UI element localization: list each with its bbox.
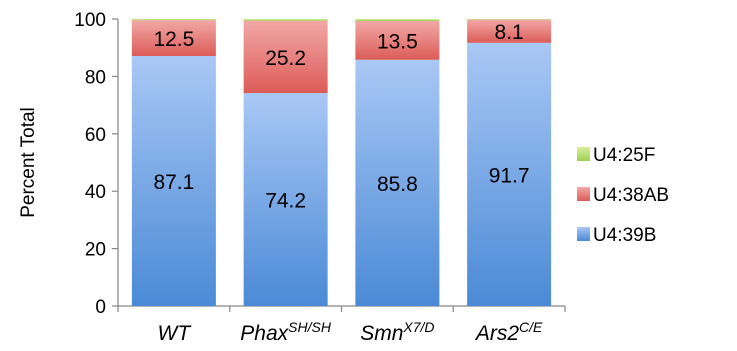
bar-segment (467, 19, 552, 43)
x-category-label: PhaxSH/SH (240, 319, 332, 345)
axes: 0 20 40 60 80 100 WT PhaxSH/SH SmnX7/D Ars2C/E (74, 10, 566, 345)
y-tick-label: 20 (85, 240, 106, 261)
data-label: 87.1 (153, 171, 194, 194)
data-label: 12.5 (153, 28, 194, 51)
bar-segment (131, 19, 216, 21)
legend: U4:25F U4:38AB U4:39B (577, 145, 669, 246)
bar-segment (355, 59, 440, 307)
bar-segment (355, 21, 440, 60)
data-labels: 87.1 12.5 74.2 25.2 85.8 13.5 91.7 8.1 (153, 21, 529, 212)
bar-segment (355, 19, 440, 22)
x-category-label: WT (158, 322, 193, 345)
legend-label: U4:38AB (593, 185, 669, 206)
legend-swatch (577, 187, 590, 201)
data-label: 91.7 (489, 164, 530, 187)
data-label: 13.5 (377, 30, 418, 53)
y-tick-label: 100 (74, 10, 106, 31)
data-label: 25.2 (265, 47, 306, 70)
y-tick-label: 0 (95, 297, 106, 318)
bar-segment (243, 19, 328, 21)
data-label: 8.1 (495, 21, 524, 44)
x-category-label: SmnX7/D (360, 319, 434, 345)
x-category-label: Ars2C/E (474, 319, 543, 345)
y-axis-label: Percent Total (18, 107, 39, 218)
data-label: 74.2 (265, 190, 306, 213)
bar-segment (131, 56, 216, 307)
data-label: 85.8 (377, 173, 418, 196)
bar-segment (243, 93, 328, 307)
y-tick-label: 80 (85, 67, 106, 88)
bars (131, 19, 552, 307)
bar-segment (243, 20, 328, 94)
bar-segment (467, 42, 552, 307)
bar-segment (131, 20, 216, 57)
bar-segment (467, 19, 552, 20)
legend-label: U4:39B (593, 225, 656, 246)
legend-swatch (577, 227, 590, 241)
y-tick-label: 40 (85, 182, 106, 203)
y-tick-label: 60 (85, 125, 106, 146)
legend-swatch (577, 147, 590, 161)
legend-label: U4:25F (593, 145, 655, 166)
